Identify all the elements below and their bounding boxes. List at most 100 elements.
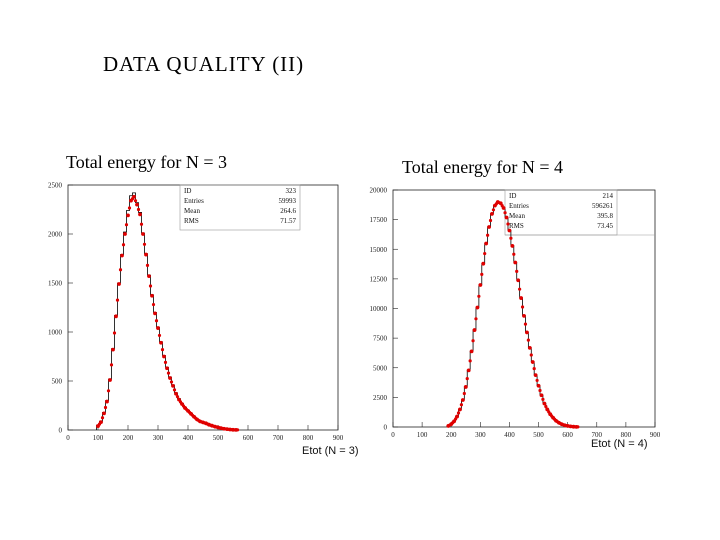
data-point <box>106 389 111 393</box>
data-point <box>127 206 132 210</box>
data-point <box>506 222 510 226</box>
x-axis-title: Etot (N = 4) <box>591 438 648 450</box>
data-point <box>509 236 513 240</box>
data-point <box>103 405 108 410</box>
x-axis-title: Etot (N = 3) <box>302 445 359 457</box>
stat-label: RMS <box>184 217 199 225</box>
data-point <box>117 282 121 286</box>
histogram-n4: ID 214 Entries 596261 Mean 395.8 RMS 73.45 0 2500… <box>370 187 661 451</box>
data-point <box>488 218 493 223</box>
panel-title-n3: Total energy for N = 3 <box>66 152 228 172</box>
stat-value: 264.6 <box>280 207 296 215</box>
data-point <box>513 260 518 265</box>
data-point <box>151 302 156 307</box>
plot-frame <box>392 189 656 428</box>
data-point <box>145 263 150 267</box>
y-tick-label: 2000 <box>48 231 63 239</box>
data-point <box>108 378 112 382</box>
y-tick-label: 2500 <box>373 394 388 402</box>
data-point <box>536 383 541 388</box>
data-point <box>172 388 177 392</box>
data-point <box>523 322 528 326</box>
y-tick-label: 0 <box>59 427 63 435</box>
data-point <box>484 241 489 246</box>
data-point <box>503 211 507 215</box>
data-point <box>168 376 172 380</box>
data-point <box>136 207 141 212</box>
data-point <box>165 366 169 371</box>
data-point <box>507 228 512 233</box>
data-point <box>510 244 515 248</box>
data-point <box>153 311 157 316</box>
data-point <box>459 403 464 407</box>
data-point <box>483 252 487 256</box>
panel-title-n4: Total energy for N = 4 <box>402 157 564 177</box>
data-point <box>154 319 159 323</box>
data-point <box>147 274 151 279</box>
data-point <box>150 293 154 298</box>
x-tick-label: 100 <box>417 431 428 439</box>
stat-label: ID <box>184 187 191 195</box>
stat-label: RMS <box>509 222 524 230</box>
stat-value: 71.57 <box>280 217 296 225</box>
y-tick-label: 0 <box>384 424 388 432</box>
x-tick-label: 100 <box>93 434 104 442</box>
stats-box: ID 323 Entries 59993 Mean 264.6 RMS 71.57 <box>179 184 301 231</box>
data-point <box>111 347 115 352</box>
data-point <box>541 397 545 401</box>
data-point <box>535 378 539 383</box>
x-tick-label: 700 <box>592 431 603 439</box>
stat-value: 395.8 <box>597 212 613 220</box>
data-point <box>144 252 148 257</box>
y-tick-label: 500 <box>52 378 63 386</box>
x-tick-label: 500 <box>533 431 544 439</box>
data-point <box>156 326 160 330</box>
data-point <box>475 305 480 310</box>
page-title: DATA QUALITY (II) <box>103 52 305 76</box>
stat-value: 73.45 <box>597 222 613 230</box>
data-point <box>504 215 509 220</box>
y-tick-label: 7500 <box>373 335 388 343</box>
y-tick-label: 5000 <box>373 364 388 372</box>
data-point <box>501 206 506 210</box>
data-point <box>235 428 240 432</box>
data-point <box>533 373 538 377</box>
data-point <box>120 253 124 258</box>
data-point <box>512 252 516 256</box>
y-tick-label: 1000 <box>48 329 63 337</box>
x-tick-label: 300 <box>153 434 164 442</box>
data-point <box>148 284 153 288</box>
stat-label: Entries <box>184 197 204 205</box>
stat-label: Mean <box>509 212 525 220</box>
data-point <box>126 213 130 218</box>
data-point <box>463 385 468 389</box>
x-tick-label: 900 <box>650 431 661 439</box>
data-point <box>486 233 490 237</box>
data-point <box>458 407 462 412</box>
data-point <box>520 305 525 309</box>
y-tick-label: 17500 <box>370 216 388 224</box>
data-point <box>163 360 168 364</box>
y-tick-label: 10000 <box>370 305 388 313</box>
data-point <box>519 296 523 300</box>
data-point <box>135 202 139 207</box>
stat-label: Entries <box>509 202 529 210</box>
data-point <box>527 345 532 350</box>
stats-box-frame <box>179 184 301 231</box>
data-point <box>465 377 469 381</box>
data-point <box>530 360 535 364</box>
stat-value: 323 <box>286 187 297 195</box>
data-point <box>105 399 109 404</box>
data-point <box>102 411 106 416</box>
stat-value: 59993 <box>279 197 297 205</box>
data-point <box>472 328 477 332</box>
data-point <box>142 242 147 246</box>
data-point <box>455 414 459 419</box>
x-tick-label: 900 <box>333 434 344 442</box>
data-point <box>456 411 461 415</box>
data-point <box>160 348 165 352</box>
data-point <box>542 401 547 406</box>
x-tick-label: 200 <box>123 434 134 442</box>
data-point <box>515 269 519 274</box>
data-point <box>471 339 475 343</box>
